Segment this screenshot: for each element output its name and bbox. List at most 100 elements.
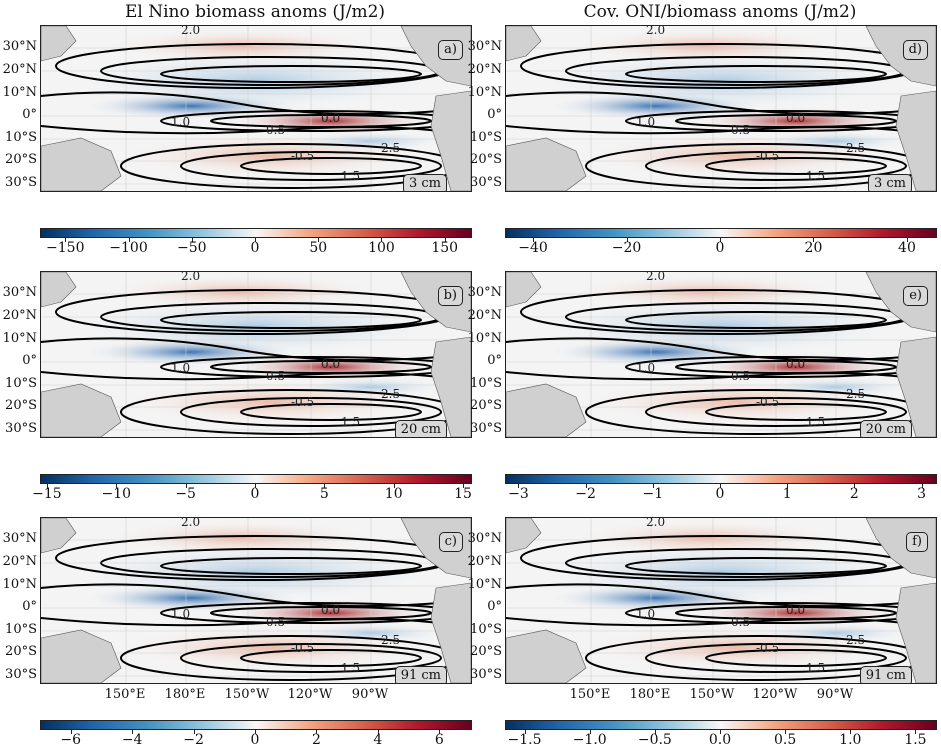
colorbar-tick-label: 20 bbox=[804, 240, 823, 256]
colorbar-tick-mark bbox=[524, 730, 526, 734]
colorbar-tick-mark bbox=[585, 484, 587, 488]
colorbar-tick-label: −15 bbox=[32, 486, 62, 502]
lon-label: 90°W bbox=[351, 687, 389, 702]
title-right: Cov. ONI/biomass anoms (J/m2) bbox=[583, 2, 857, 22]
lat-label: 20°N bbox=[467, 62, 502, 77]
colorbar-tick-mark bbox=[191, 238, 193, 242]
colorbar-tick-mark bbox=[444, 238, 446, 242]
colorbar-tick-label: −4 bbox=[121, 732, 143, 748]
colorbar-tick-mark bbox=[255, 484, 256, 488]
lat-label: 10°S bbox=[5, 376, 37, 391]
lat-label: 0° bbox=[487, 599, 502, 614]
colorbar-tick-label: 50 bbox=[309, 240, 328, 256]
colorbar-tick-mark bbox=[377, 730, 379, 734]
contour-label: 0.5 bbox=[266, 123, 285, 137]
map-panel-a: 2.0 1.0 0.5 0.0 -0.5 1.5 2.5 a) 3 cm bbox=[40, 25, 472, 192]
contour-label: 1.0 bbox=[636, 607, 655, 621]
colorbar-tick-label: 0 bbox=[715, 486, 725, 502]
colorbar-tick-label: 6 bbox=[434, 732, 444, 748]
map-svg-c: 2.0 1.0 0.5 0.0 -0.5 1.5 2.5 bbox=[41, 518, 471, 683]
map-panel-c: 2.0 1.0 0.5 0.0 -0.5 1.5 2.5 c) 91 cm bbox=[40, 517, 472, 684]
map-svg-e: 2.0 1.0 0.5 0.0 -0.5 1.5 2.5 bbox=[506, 272, 936, 437]
colorbar-tick-mark bbox=[116, 484, 118, 488]
lat-label: 30°S bbox=[470, 175, 502, 190]
lat-label: 0° bbox=[22, 107, 37, 122]
colorbar-tick-label: 0 bbox=[250, 732, 260, 748]
contour-label: -0.5 bbox=[756, 395, 779, 409]
colorbar-tick-label: −2 bbox=[183, 732, 204, 748]
colorbar-tick-label: −40 bbox=[518, 240, 548, 256]
colorbar-tick-label: 0.5 bbox=[774, 732, 797, 748]
colorbar-tick-label: 10 bbox=[384, 486, 403, 502]
colorbar-tick-label: −6 bbox=[60, 732, 82, 748]
lon-label: 180°E bbox=[164, 687, 206, 702]
colorbar-tick-mark bbox=[316, 730, 318, 734]
colorbar-tick-mark bbox=[185, 484, 187, 488]
lat-label: 30°S bbox=[5, 175, 37, 190]
contour-label: 1.0 bbox=[636, 115, 655, 129]
depth-label-d: 3 cm bbox=[867, 174, 912, 191]
colorbar-tick-label: 40 bbox=[898, 240, 916, 256]
lat-label: 30°N bbox=[467, 39, 502, 54]
contour-label: 2.5 bbox=[381, 633, 400, 647]
contour-label: 2.0 bbox=[646, 272, 665, 283]
contour-label: 0.0 bbox=[321, 111, 340, 125]
map-panel-f: 2.0 1.0 0.5 0.0 -0.5 1.5 2.5 f) 91 cm bbox=[505, 517, 937, 684]
depth-label-b: 20 cm bbox=[394, 420, 447, 437]
colorbar-tick-mark bbox=[720, 484, 721, 488]
contour-label: 2.5 bbox=[846, 141, 865, 155]
colorbar-tick-label: 1.5 bbox=[904, 732, 927, 748]
lat-label: 30°N bbox=[2, 39, 37, 54]
colorbar-tick-mark bbox=[132, 730, 134, 734]
lat-label: 10°S bbox=[5, 130, 37, 145]
depth-label-a: 3 cm bbox=[402, 174, 447, 191]
title-left: El Nino biomass anoms (J/m2) bbox=[124, 2, 386, 22]
lon-label: 90°W bbox=[816, 687, 854, 702]
contour-label: 1.0 bbox=[171, 361, 190, 375]
contour-label: 1.5 bbox=[341, 415, 360, 429]
lat-label: 20°S bbox=[5, 398, 37, 413]
lat-label: 30°S bbox=[470, 667, 502, 682]
lat-label: 10°N bbox=[467, 85, 502, 100]
colorbar-tick-mark bbox=[518, 484, 520, 488]
contour-label: 2.5 bbox=[846, 387, 865, 401]
colorbar-tick-label: −0.5 bbox=[637, 732, 672, 748]
colorbar-tick-label: 0.0 bbox=[708, 732, 732, 748]
panel-label-a: a) bbox=[438, 40, 463, 60]
colorbar-tick-mark bbox=[324, 484, 326, 488]
colorbar-tick-mark bbox=[626, 238, 628, 242]
contour-label: 2.0 bbox=[181, 272, 200, 283]
lat-label: 20°S bbox=[470, 398, 502, 413]
contour-label: 0.5 bbox=[731, 369, 750, 383]
contour-label: 0.0 bbox=[321, 603, 340, 617]
panel-label-c: c) bbox=[438, 532, 463, 552]
lat-label: 20°S bbox=[470, 152, 502, 167]
colorbar-tick-mark bbox=[720, 730, 721, 734]
map-panel-e: 2.0 1.0 0.5 0.0 -0.5 1.5 2.5 e) 20 cm bbox=[505, 271, 937, 438]
colorbar-tick-label: 0 bbox=[715, 240, 725, 256]
contour-label: 2.0 bbox=[646, 518, 665, 529]
colorbar-tick-label: −1 bbox=[642, 486, 664, 502]
colorbar-cb2 bbox=[505, 228, 937, 238]
lat-label: 30°N bbox=[2, 531, 37, 546]
colorbar-tick-label: 4 bbox=[373, 732, 383, 748]
contour-label: 1.0 bbox=[636, 361, 655, 375]
contour-label: 0.5 bbox=[731, 123, 750, 137]
colorbar-tick-label: 2 bbox=[849, 486, 859, 502]
lon-label: 180°E bbox=[629, 687, 671, 702]
contour-label: 1.5 bbox=[341, 661, 360, 675]
colorbar-tick-label: −20 bbox=[611, 240, 642, 256]
contour-label: 2.5 bbox=[381, 141, 400, 155]
colorbar-tick-mark bbox=[193, 730, 195, 734]
panel-label-d: d) bbox=[902, 40, 928, 60]
colorbar-tick-label: 5 bbox=[319, 486, 329, 502]
lat-label: 0° bbox=[487, 353, 502, 368]
colorbar-tick-mark bbox=[439, 730, 441, 734]
lat-label: 30°S bbox=[5, 667, 37, 682]
lat-label: 20°S bbox=[5, 644, 37, 659]
colorbar-tick-mark bbox=[318, 238, 320, 242]
map-svg-f: 2.0 1.0 0.5 0.0 -0.5 1.5 2.5 bbox=[506, 518, 936, 683]
colorbar-tick-mark bbox=[255, 730, 256, 734]
lat-label: 0° bbox=[487, 107, 502, 122]
colorbar-tick-mark bbox=[589, 730, 591, 734]
